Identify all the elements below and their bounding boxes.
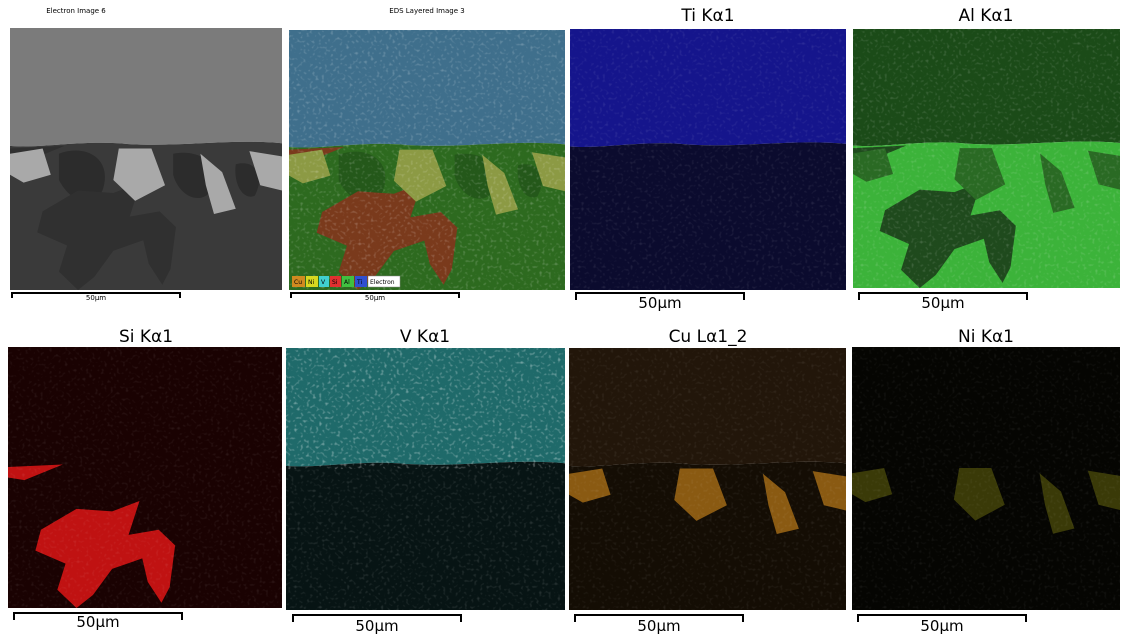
panel: Electron Image 6 50µm [10, 7, 282, 302]
legend-label: Ni [308, 279, 314, 286]
legend-label: Electron [370, 279, 395, 286]
panel-title: Al Kα1 [959, 6, 1014, 26]
panel: EDS Layered Image 3 Cu Ni V Si Al Ti Ele… [289, 7, 565, 302]
panel-title: EDS Layered Image 3 [389, 7, 464, 15]
ni-map [852, 347, 1120, 610]
figure: Electron Image 6 50µm EDS Layered Image … [0, 0, 1122, 636]
layered-image [289, 30, 565, 290]
electron-image [10, 28, 282, 290]
legend-label: Cu [294, 279, 302, 286]
panel-title: Ti Kα1 [680, 6, 734, 26]
legend: Cu Ni V Si Al Ti Electron [292, 276, 400, 287]
scale-label: 50µm [365, 294, 385, 302]
panel: Ti Kα1 50µm [570, 6, 846, 312]
panel: V Kα1 50µm [286, 327, 565, 635]
al-map [853, 29, 1120, 288]
legend-label: Ti [356, 279, 362, 286]
panel-title: V Kα1 [400, 327, 450, 347]
scale-label: 50µm [920, 617, 963, 635]
panel-title: Ni Kα1 [958, 327, 1014, 347]
panel: Ni Kα1 50µm [852, 327, 1120, 635]
scale-label: 50µm [638, 294, 681, 312]
panel: Al Kα1 50µm [853, 6, 1120, 312]
panel-title: Si Kα1 [119, 327, 173, 347]
v-map [286, 348, 565, 610]
cu-map [569, 348, 846, 610]
panel-title: Electron Image 6 [46, 7, 106, 15]
si-map [8, 347, 282, 608]
panel-title: Cu Lα1_2 [669, 327, 748, 347]
scale-label: 50µm [637, 617, 680, 635]
panel: Si Kα1 50µm [8, 327, 282, 631]
legend-label: Al [344, 279, 350, 286]
scale-label: 50µm [76, 613, 119, 631]
scale-label: 50µm [921, 294, 964, 312]
panel: Cu Lα1_2 50µm [569, 327, 846, 635]
scale-label: 50µm [355, 617, 398, 635]
legend-label: Si [332, 279, 338, 286]
ti-map [570, 29, 846, 290]
scale-label: 50µm [86, 294, 106, 302]
